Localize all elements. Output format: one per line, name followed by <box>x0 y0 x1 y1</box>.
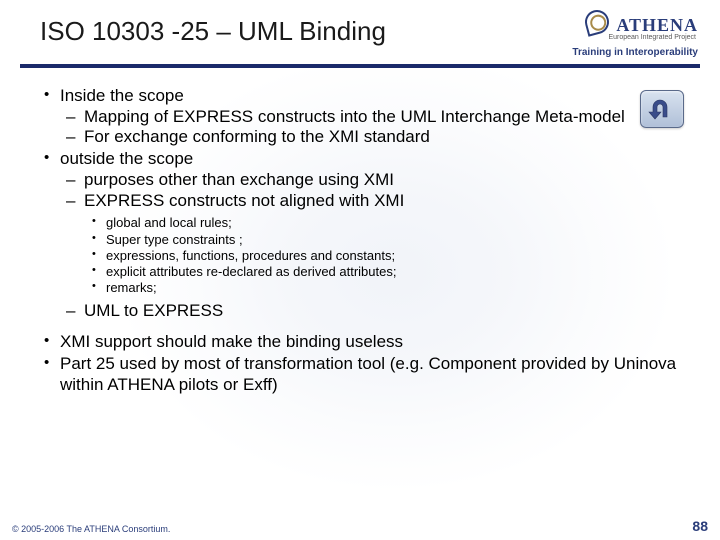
bullet-text: global and local rules; <box>106 215 232 230</box>
bullet-text: Part 25 used by most of transformation t… <box>60 354 676 394</box>
training-label: Training in Interoperability <box>572 47 698 58</box>
bullet-text: XMI support should make the binding usel… <box>60 332 403 351</box>
copyright-text: © 2005-2006 The ATHENA Consortium. <box>12 524 170 534</box>
bullet-l2: UML to EXPRESS <box>60 301 690 322</box>
bullet-l3: explicit attributes re-declared as deriv… <box>84 264 690 280</box>
logo-swirl-icon <box>583 7 612 36</box>
slide-body: Inside the scope Mapping of EXPRESS cons… <box>0 68 720 396</box>
bullet-l3: Super type constraints ; <box>84 232 690 248</box>
bullet-text: UML to EXPRESS <box>84 301 223 320</box>
bullet-l2: Mapping of EXPRESS constructs into the U… <box>60 107 690 128</box>
bullet-l1: Part 25 used by most of transformation t… <box>40 354 690 395</box>
page-number: 88 <box>692 518 708 534</box>
bullet-l1: Inside the scope Mapping of EXPRESS cons… <box>40 86 690 148</box>
bullet-l3: expressions, functions, procedures and c… <box>84 248 690 264</box>
u-turn-arrow-icon <box>647 97 677 121</box>
bullet-l3: global and local rules; <box>84 215 690 231</box>
logo-text: ATHENA <box>616 15 698 36</box>
return-button[interactable] <box>640 90 684 128</box>
slide-title: ISO 10303 -25 – UML Binding <box>40 10 386 47</box>
bullet-text: remarks; <box>106 280 157 295</box>
bullet-text: purposes other than exchange using XMI <box>84 170 394 189</box>
bullet-text: Inside the scope <box>60 86 184 105</box>
bullet-l1: XMI support should make the binding usel… <box>40 332 690 353</box>
bullet-text: Super type constraints ; <box>106 232 243 247</box>
bullet-text: EXPRESS constructs not aligned with XMI <box>84 191 404 210</box>
slide-header: ISO 10303 -25 – UML Binding ATHENA Europ… <box>0 0 720 58</box>
slide-footer: © 2005-2006 The ATHENA Consortium. 88 <box>12 518 708 534</box>
bullet-text: outside the scope <box>60 149 193 168</box>
bullet-text: Mapping of EXPRESS constructs into the U… <box>84 107 625 126</box>
header-rule <box>20 64 700 68</box>
logo-block: ATHENA European Integrated Project Train… <box>572 10 700 58</box>
bullet-l2: EXPRESS constructs not aligned with XMI … <box>60 191 690 297</box>
bullet-text: explicit attributes re-declared as deriv… <box>106 264 396 279</box>
bullet-l2: For exchange conforming to the XMI stand… <box>60 127 690 148</box>
bullet-l3: remarks; <box>84 280 690 296</box>
bullet-l2: purposes other than exchange using XMI <box>60 170 690 191</box>
bullet-text: For exchange conforming to the XMI stand… <box>84 127 430 146</box>
bullet-l1: outside the scope purposes other than ex… <box>40 149 690 321</box>
bullet-text: expressions, functions, procedures and c… <box>106 248 395 263</box>
